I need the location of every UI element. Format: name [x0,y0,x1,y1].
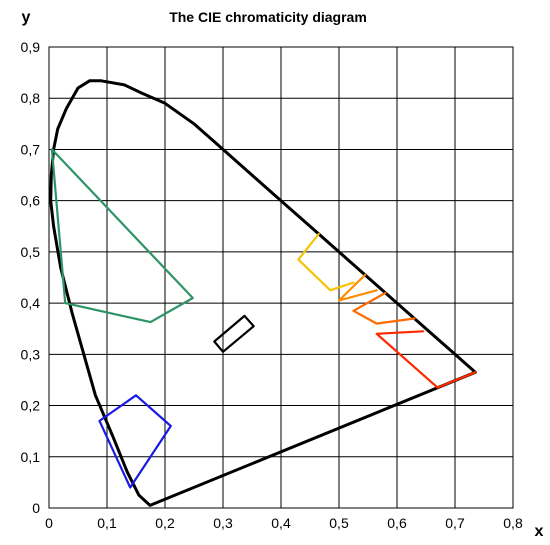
tick-labels: 0 0,1 0,2 0,3 0,4 0,5 0,6 0,7 0,8 0 0,1 0,2 0,3 0,4 0,… [21,39,523,531]
x-tick-label: 0,6 [387,515,407,531]
series-line [213,314,255,353]
y-tick-label: 0 [32,500,40,516]
x-tick-label: 0,5 [329,515,349,531]
series-line [98,394,172,489]
x-tick-label: 0,3 [213,515,233,531]
y-tick-label: 0,9 [21,39,41,55]
y-tick-label: 0,7 [21,141,41,157]
plot-frame [48,46,514,509]
x-tick-label: 0,4 [271,515,291,531]
x-tick-label: 0,2 [155,515,175,531]
grid [48,46,514,509]
y-tick-label: 0,2 [21,398,41,414]
y-tick-label: 0,6 [21,193,41,209]
y-tick-label: 0,8 [21,90,41,106]
y-axis-label: y [22,9,31,26]
x-tick-label: 0,8 [503,515,523,531]
y-tick-label: 0,4 [21,295,41,311]
series-line [352,291,416,325]
series-line [297,232,355,292]
series-line [50,148,194,324]
series-layer [49,79,477,507]
y-tick-label: 0,1 [21,449,41,465]
y-tick-label: 0,3 [21,346,41,362]
x-tick-label: 0 [45,515,53,531]
chart-title: The CIE chromaticity diagram [169,9,367,25]
y-tick-label: 0,5 [21,244,41,260]
series-line [375,330,477,389]
x-tick-label: 0,7 [445,515,465,531]
x-axis-label: x [535,523,544,540]
x-tick-label: 0,1 [97,515,117,531]
series-line [337,273,378,302]
series-line [49,79,477,507]
